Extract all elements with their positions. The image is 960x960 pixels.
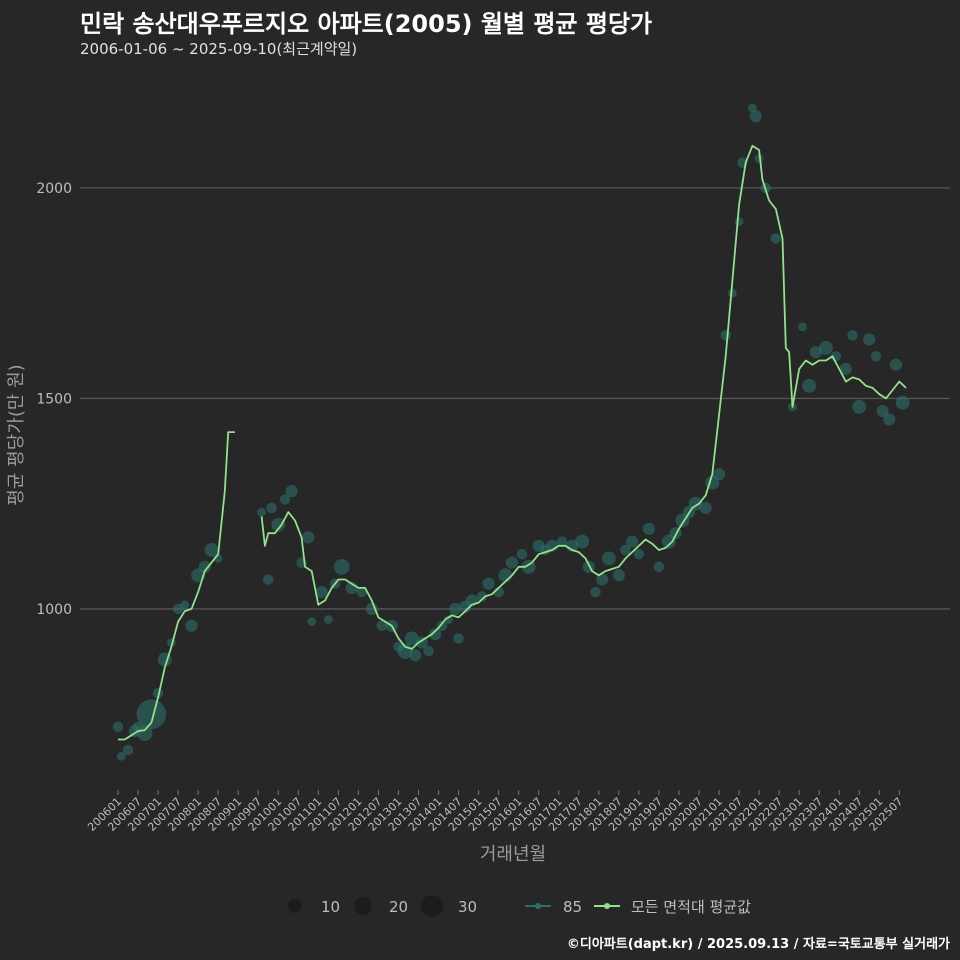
data-point: [770, 233, 781, 244]
data-point: [302, 531, 315, 544]
data-point: [279, 494, 291, 505]
data-point: [575, 534, 590, 549]
grid-lines: [80, 187, 950, 610]
data-point: [590, 586, 601, 598]
y-tick-label: 1000: [36, 602, 72, 618]
data-point: [847, 330, 858, 341]
average-line-segment: [118, 431, 235, 741]
y-tick-label: 1500: [36, 391, 72, 407]
data-point: [315, 586, 328, 599]
data-point: [271, 517, 286, 532]
data-point: [198, 560, 211, 573]
data-point: [870, 351, 882, 362]
data-point: [883, 413, 896, 426]
data-point: [285, 484, 298, 498]
data-point: [266, 502, 277, 514]
data-point: [852, 399, 867, 414]
average-line-segment: [260, 144, 907, 650]
data-point: [180, 600, 190, 610]
data-point: [263, 574, 274, 585]
average-line: [118, 144, 907, 741]
data-point: [449, 602, 462, 616]
legend-size-circle: [421, 895, 443, 917]
data-point: [809, 346, 822, 359]
data-point: [356, 586, 367, 598]
data-point: [889, 358, 903, 371]
data-point: [798, 322, 807, 332]
data-point: [895, 395, 910, 410]
data-point: [505, 556, 519, 569]
data-point: [620, 544, 631, 556]
legend-size-label: 30: [458, 898, 477, 916]
scatter-points: [112, 103, 910, 761]
data-point: [839, 362, 852, 376]
legend-size-label: 20: [389, 898, 408, 916]
data-point: [122, 744, 134, 756]
chart-title: 민락 송산대우푸르지오 아파트(2005) 월별 평균 평당가: [80, 10, 653, 38]
data-point: [712, 468, 726, 481]
y-tick-label: 2000: [36, 181, 72, 197]
x-axis-ticks: 2006012006072007012007072008012008072009…: [85, 790, 905, 834]
data-point: [429, 628, 442, 641]
data-point: [444, 615, 453, 624]
data-point: [601, 551, 616, 566]
legend-size-circle: [354, 897, 372, 915]
credit-footer: ©디아파트(dapt.kr) / 2025.09.13 / 자료=국토교통부 실…: [566, 937, 950, 952]
data-point: [818, 340, 833, 355]
legend-size-label: 10: [321, 898, 340, 916]
legend: 10 20 30 85 모든 면적대 평균값: [288, 895, 751, 917]
data-point: [453, 633, 464, 644]
data-point: [556, 536, 568, 547]
data-point: [802, 378, 817, 393]
data-point: [876, 404, 889, 418]
data-point: [626, 535, 639, 548]
data-point: [376, 620, 387, 632]
data-point: [516, 548, 528, 560]
data-point: [172, 603, 184, 615]
data-point: [633, 548, 645, 560]
legend-series-label: 모든 면적대 평균값: [631, 898, 751, 916]
data-point: [612, 569, 625, 582]
data-point: [404, 631, 419, 646]
data-point: [748, 103, 757, 113]
data-point: [136, 725, 153, 741]
data-point: [596, 573, 609, 586]
data-point: [436, 620, 448, 632]
data-point: [699, 501, 712, 514]
chart-subtitle: 2006-01-06 ~ 2025-09-10(최근계약일): [80, 40, 358, 58]
x-axis-label: 거래년월: [480, 844, 546, 865]
data-point: [307, 617, 317, 626]
data-point: [734, 217, 744, 226]
data-point: [749, 110, 762, 123]
data-point: [423, 645, 434, 657]
y-axis-label: 평균 평당가(만 원): [6, 364, 27, 505]
legend-series-label: 85: [563, 898, 582, 916]
y-axis-ticks: 1000 1500 2000: [36, 181, 72, 618]
data-point: [136, 699, 167, 729]
data-point: [185, 619, 198, 632]
data-point: [112, 721, 124, 733]
data-point: [482, 577, 495, 590]
data-point: [863, 333, 876, 346]
data-point: [324, 615, 333, 624]
data-point: [642, 522, 655, 536]
legend-series-dot: [604, 903, 610, 909]
data-point: [653, 561, 665, 573]
data-point: [152, 687, 164, 699]
data-point: [409, 649, 422, 662]
data-point: [720, 330, 731, 341]
legend-size-circle: [288, 899, 302, 913]
legend-series-dot: [535, 903, 541, 909]
data-point: [204, 543, 219, 557]
data-point: [116, 751, 126, 761]
data-point: [754, 154, 764, 163]
data-point: [257, 507, 266, 517]
data-point: [476, 591, 488, 602]
data-point: [333, 559, 350, 575]
data-point: [498, 568, 513, 583]
